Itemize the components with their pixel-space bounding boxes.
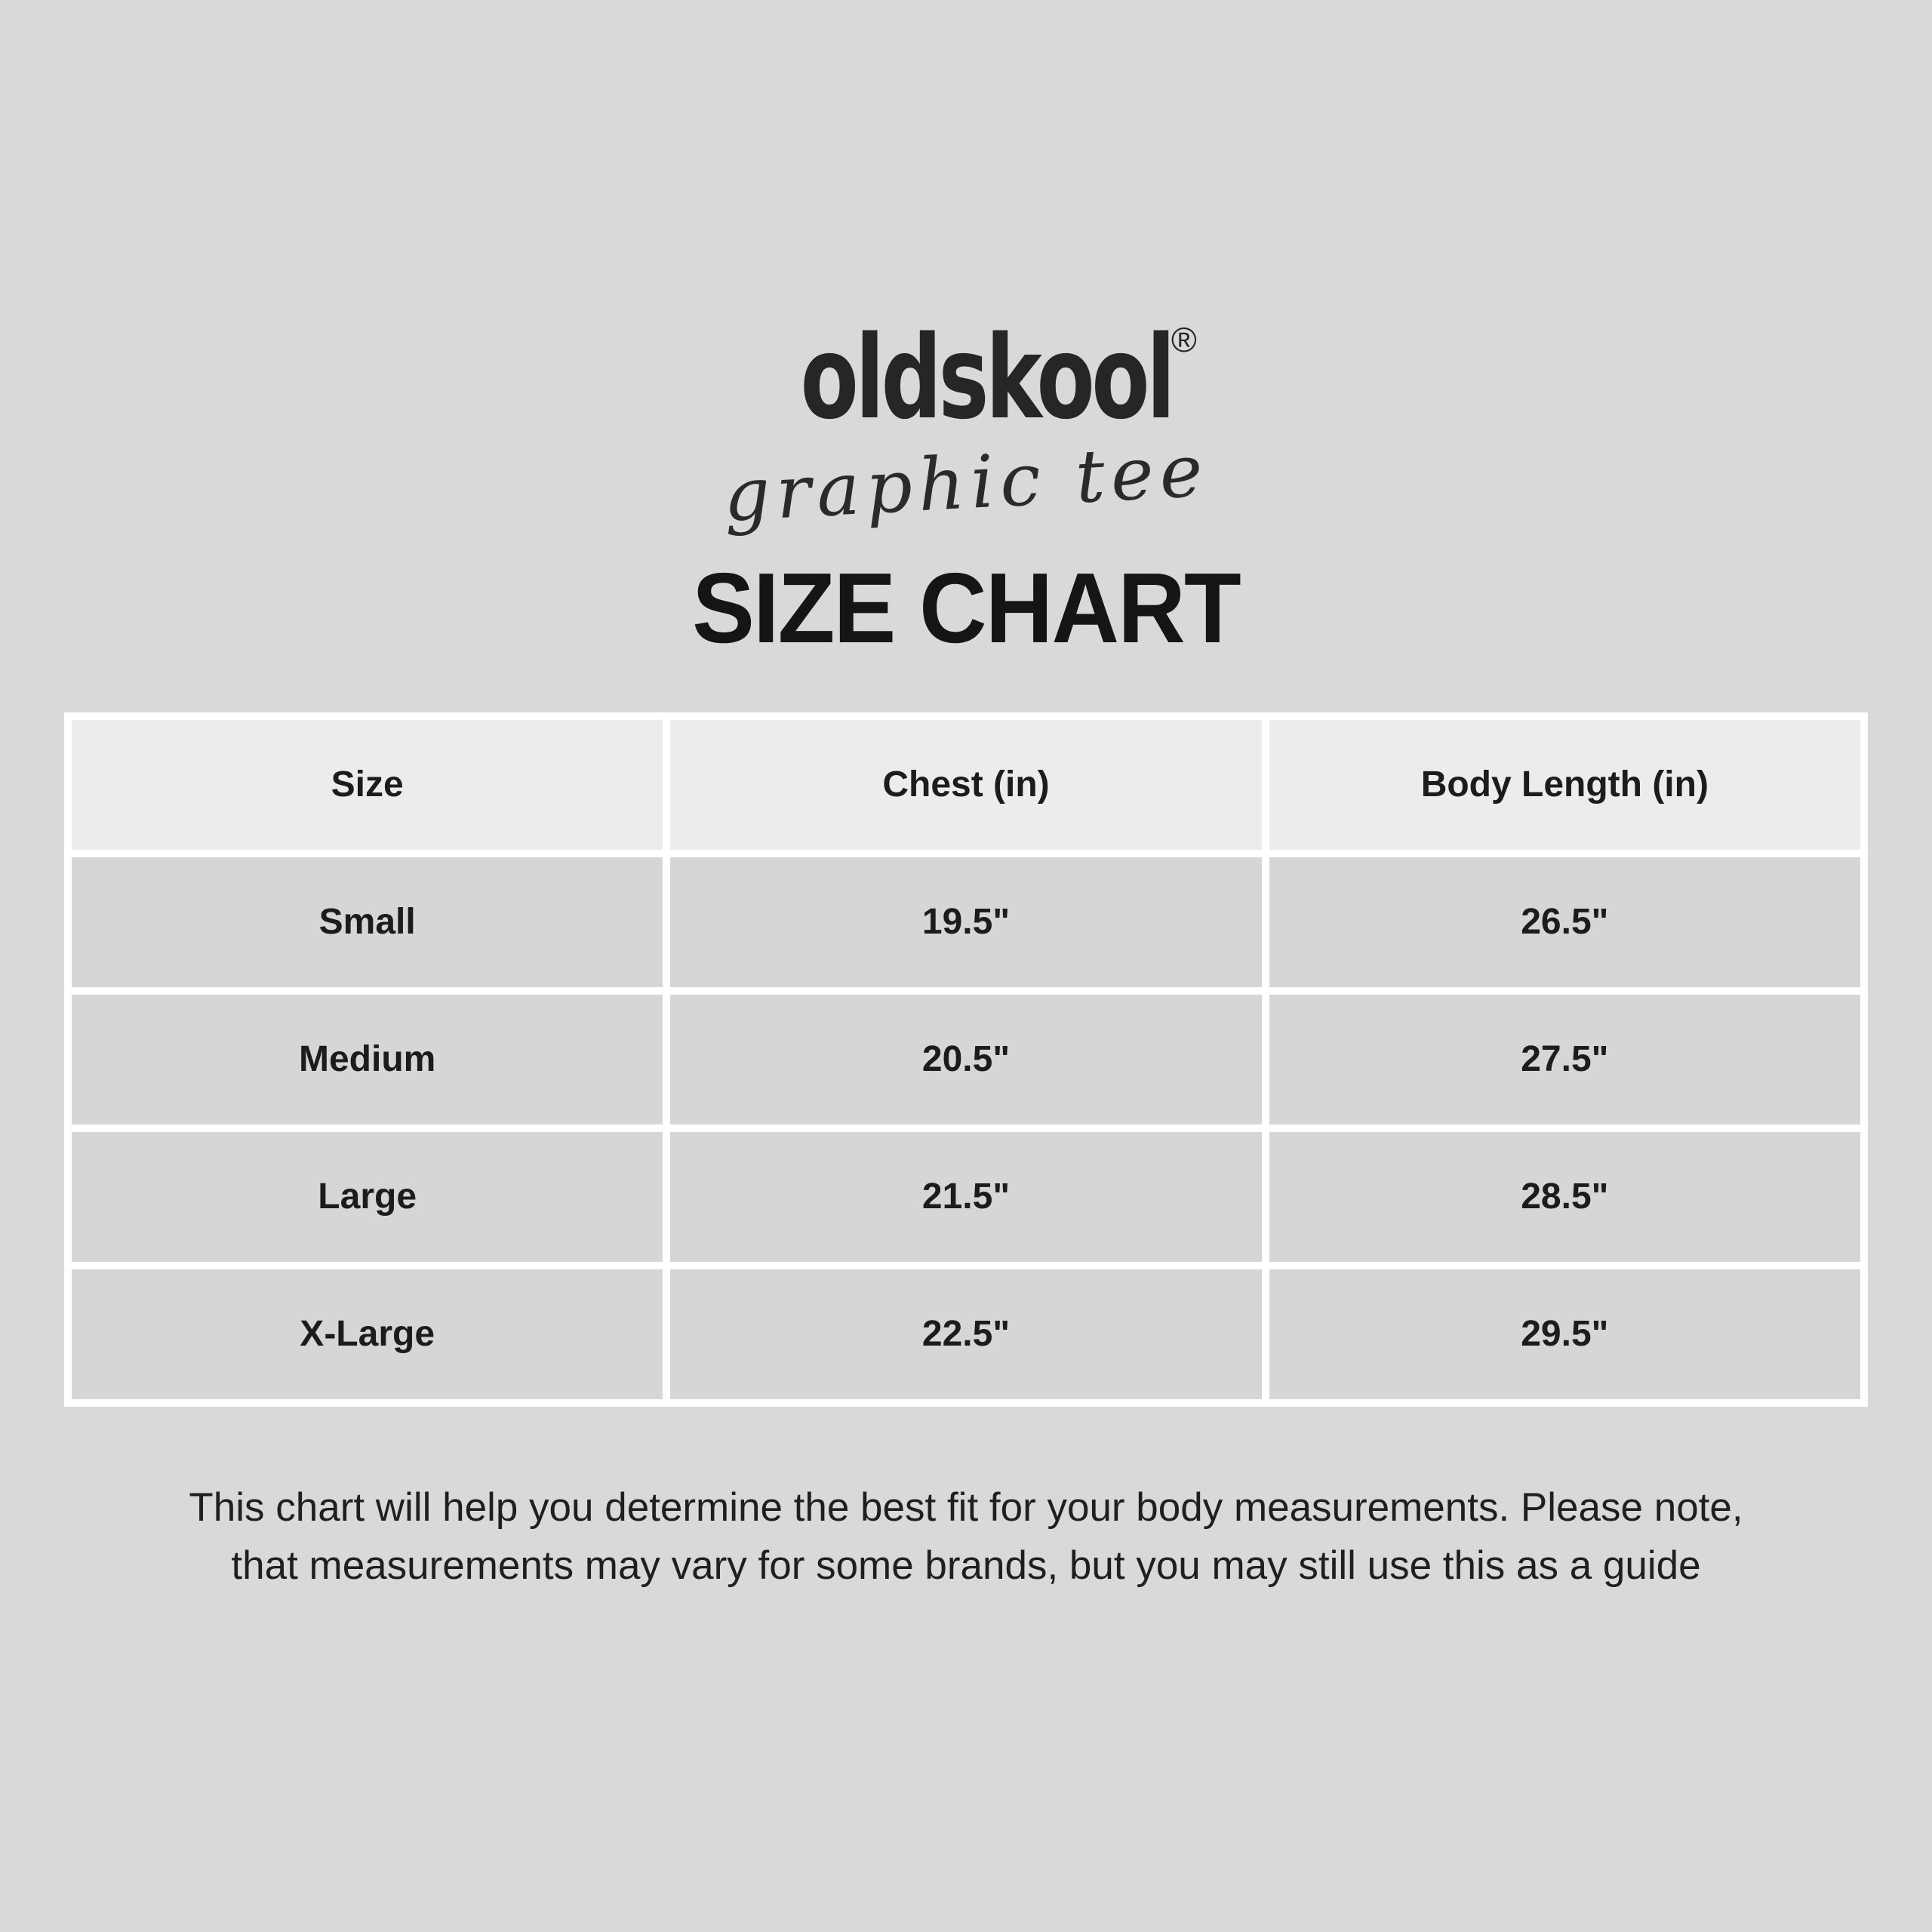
brand-wordmark-row: oldskool ®	[0, 321, 1932, 435]
chest-cell: 20.5"	[670, 994, 1262, 1124]
table-row-medium: Medium 20.5" 27.5"	[72, 994, 1860, 1124]
page-title: SIZE CHART	[692, 552, 1241, 664]
size-cell: Small	[72, 857, 663, 987]
header-row: Size Chest (in) Body Length (in)	[72, 719, 1860, 850]
size-cell: Large	[72, 1131, 663, 1262]
size-chart-table: Size Chest (in) Body Length (in) Small 1…	[64, 712, 1868, 1407]
column-header-chest: Chest (in)	[670, 719, 1262, 850]
column-header-body-length: Body Length (in)	[1269, 719, 1860, 850]
body-length-cell: 28.5"	[1269, 1131, 1860, 1262]
body-length-cell: 26.5"	[1269, 857, 1860, 987]
chest-cell: 19.5"	[670, 857, 1262, 987]
chest-cell: 21.5"	[670, 1131, 1262, 1262]
registered-trademark-icon: ®	[1171, 320, 1197, 359]
chest-cell: 22.5"	[670, 1269, 1262, 1399]
table-row-large: Large 21.5" 28.5"	[72, 1131, 1860, 1262]
size-table-container: Size Chest (in) Body Length (in) Small 1…	[64, 712, 1868, 1407]
size-table-body: Small 19.5" 26.5" Medium 20.5" 27.5" Lar…	[72, 857, 1860, 1399]
size-cell: X-Large	[72, 1269, 663, 1399]
size-cell: Medium	[72, 994, 663, 1124]
fit-disclaimer: This chart will help you determine the b…	[0, 1479, 1932, 1595]
table-row-xlarge: X-Large 22.5" 29.5"	[72, 1269, 1860, 1399]
body-length-cell: 29.5"	[1269, 1269, 1860, 1399]
table-row-small: Small 19.5" 26.5"	[72, 857, 1860, 987]
fit-disclaimer-line2: that measurements may vary for some bran…	[231, 1543, 1701, 1588]
fit-disclaimer-line1: This chart will help you determine the b…	[189, 1484, 1743, 1530]
size-table-header: Size Chest (in) Body Length (in)	[72, 719, 1860, 850]
size-chart-page: oldskool ® graphic tee SIZE CHART Size C…	[0, 321, 1932, 1595]
body-length-cell: 27.5"	[1269, 994, 1860, 1124]
column-header-size: Size	[72, 719, 663, 850]
brand-logo: oldskool ® graphic tee	[0, 321, 1932, 538]
brand-wordmark: oldskool	[800, 311, 1176, 445]
